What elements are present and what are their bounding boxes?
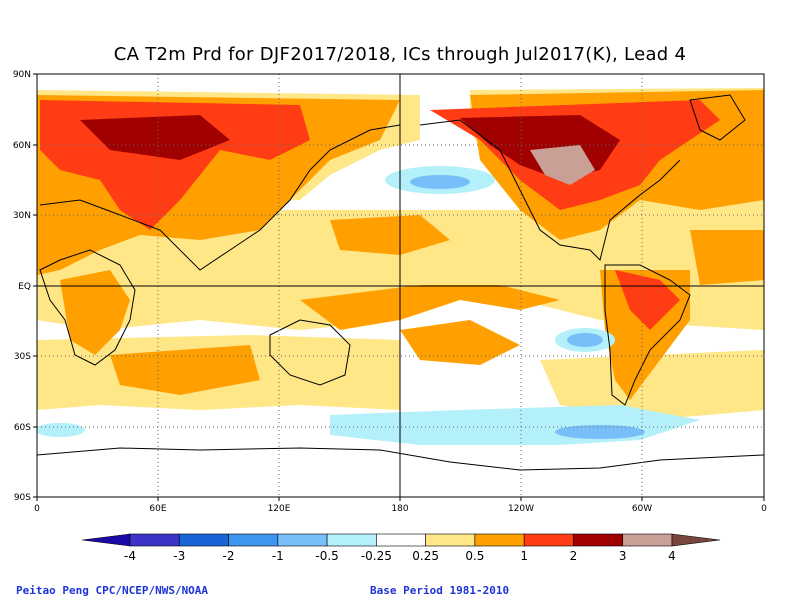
lat-label-60n: 60N — [13, 141, 31, 151]
anomaly-region-light-south-east — [540, 350, 764, 420]
lon-label-180: 180 — [391, 504, 408, 514]
anomaly-region-orange-tropical-pacific — [300, 285, 560, 330]
anomaly-region-brown-north-america — [530, 145, 595, 185]
anomaly-region-orange-south-pacific — [400, 320, 520, 365]
anomaly-region-darkred-siberia — [80, 115, 230, 160]
coastline-greenland — [689, 94, 746, 141]
colorbar-segment — [376, 533, 426, 547]
coastline-antarctica — [37, 447, 764, 471]
colorbar-segment — [671, 533, 721, 547]
colorbar-label: -4 — [124, 549, 136, 563]
anomaly-region-orange-africa — [60, 270, 130, 355]
colorbar-label: 1 — [520, 549, 528, 563]
colorbar-label: -2 — [223, 549, 235, 563]
colorbar-label: 0.5 — [465, 549, 484, 563]
coastlines — [37, 94, 764, 471]
coastline-australia — [269, 319, 351, 386]
lat-label-eq: EQ — [18, 282, 31, 292]
lat-label-90n: 90N — [13, 70, 31, 80]
lat-label-90s: 90S — [14, 493, 31, 503]
lon-label-120w: 120W — [508, 504, 534, 514]
coastline-africa — [39, 249, 136, 366]
lat-axis: 90N 60N 30N EQ 30S 60S 90S — [13, 70, 37, 503]
colorbar-label: -1 — [272, 549, 284, 563]
lat-label-30s: 30S — [14, 352, 31, 362]
colorbar-segment — [622, 533, 673, 547]
lon-label-0-left: 0 — [34, 504, 40, 514]
anomaly-region-orange-north-pacific — [330, 215, 450, 255]
colorbar-label: 0.25 — [412, 549, 439, 563]
lon-label-0-right: 0 — [761, 504, 767, 514]
colorbar-label: 3 — [619, 549, 627, 563]
colorbar-segment — [523, 533, 574, 547]
colorbar-segment — [129, 533, 180, 547]
anomaly-region-cool-southeast-pacific-core — [567, 333, 603, 347]
lon-label-60w: 60W — [632, 504, 652, 514]
colorbar-segment — [573, 533, 624, 547]
colorbar-segment — [178, 533, 229, 547]
credit-base-period: Base Period 1981-2010 — [370, 584, 510, 597]
lon-label-120e: 120E — [268, 504, 291, 514]
colorbar-segment — [326, 533, 377, 547]
colorbar-segment — [228, 533, 279, 547]
colorbar-segment — [474, 533, 525, 547]
colorbar-label: -0.5 — [315, 549, 338, 563]
lon-label-60e: 60E — [149, 504, 166, 514]
anomaly-region-cool-arctic — [37, 423, 85, 437]
coastline-eurasia — [39, 124, 401, 271]
anomaly-region-red-south-america — [615, 270, 680, 330]
colorbar-segment — [425, 533, 476, 547]
colorbar-label: 4 — [668, 549, 676, 563]
colorbar-segment — [277, 533, 328, 547]
anomaly-region-orange-atlantic — [690, 230, 764, 285]
lat-label-30n: 30N — [13, 211, 31, 221]
colorbar-label: 2 — [570, 549, 578, 563]
credit-author: Peitao Peng CPC/NCEP/NWS/NOAA — [16, 584, 209, 597]
colorbar-label: -3 — [173, 549, 185, 563]
anomaly-region-orange-south-indian — [110, 345, 260, 395]
lon-axis: 0 60E 120E 180 120W 60W 0 — [34, 497, 767, 514]
colorbar-label: -0.25 — [361, 549, 392, 563]
graticule — [37, 74, 764, 497]
map-title: CA T2m Prd for DJF2017/2018, ICs through… — [113, 44, 687, 65]
coastline-south-america — [604, 264, 691, 406]
anomaly-region-cool-southern-ocean-core — [555, 425, 645, 439]
colorbar-segment — [81, 533, 131, 547]
colorbar: -4 -3 -2 -1 -0.5 -0.25 0.25 0.5 1 2 3 4 — [81, 533, 721, 563]
anomaly-region-cool-north-pacific-core — [410, 175, 470, 189]
anomaly-field — [37, 88, 764, 497]
lat-label-60s: 60S — [14, 423, 31, 433]
